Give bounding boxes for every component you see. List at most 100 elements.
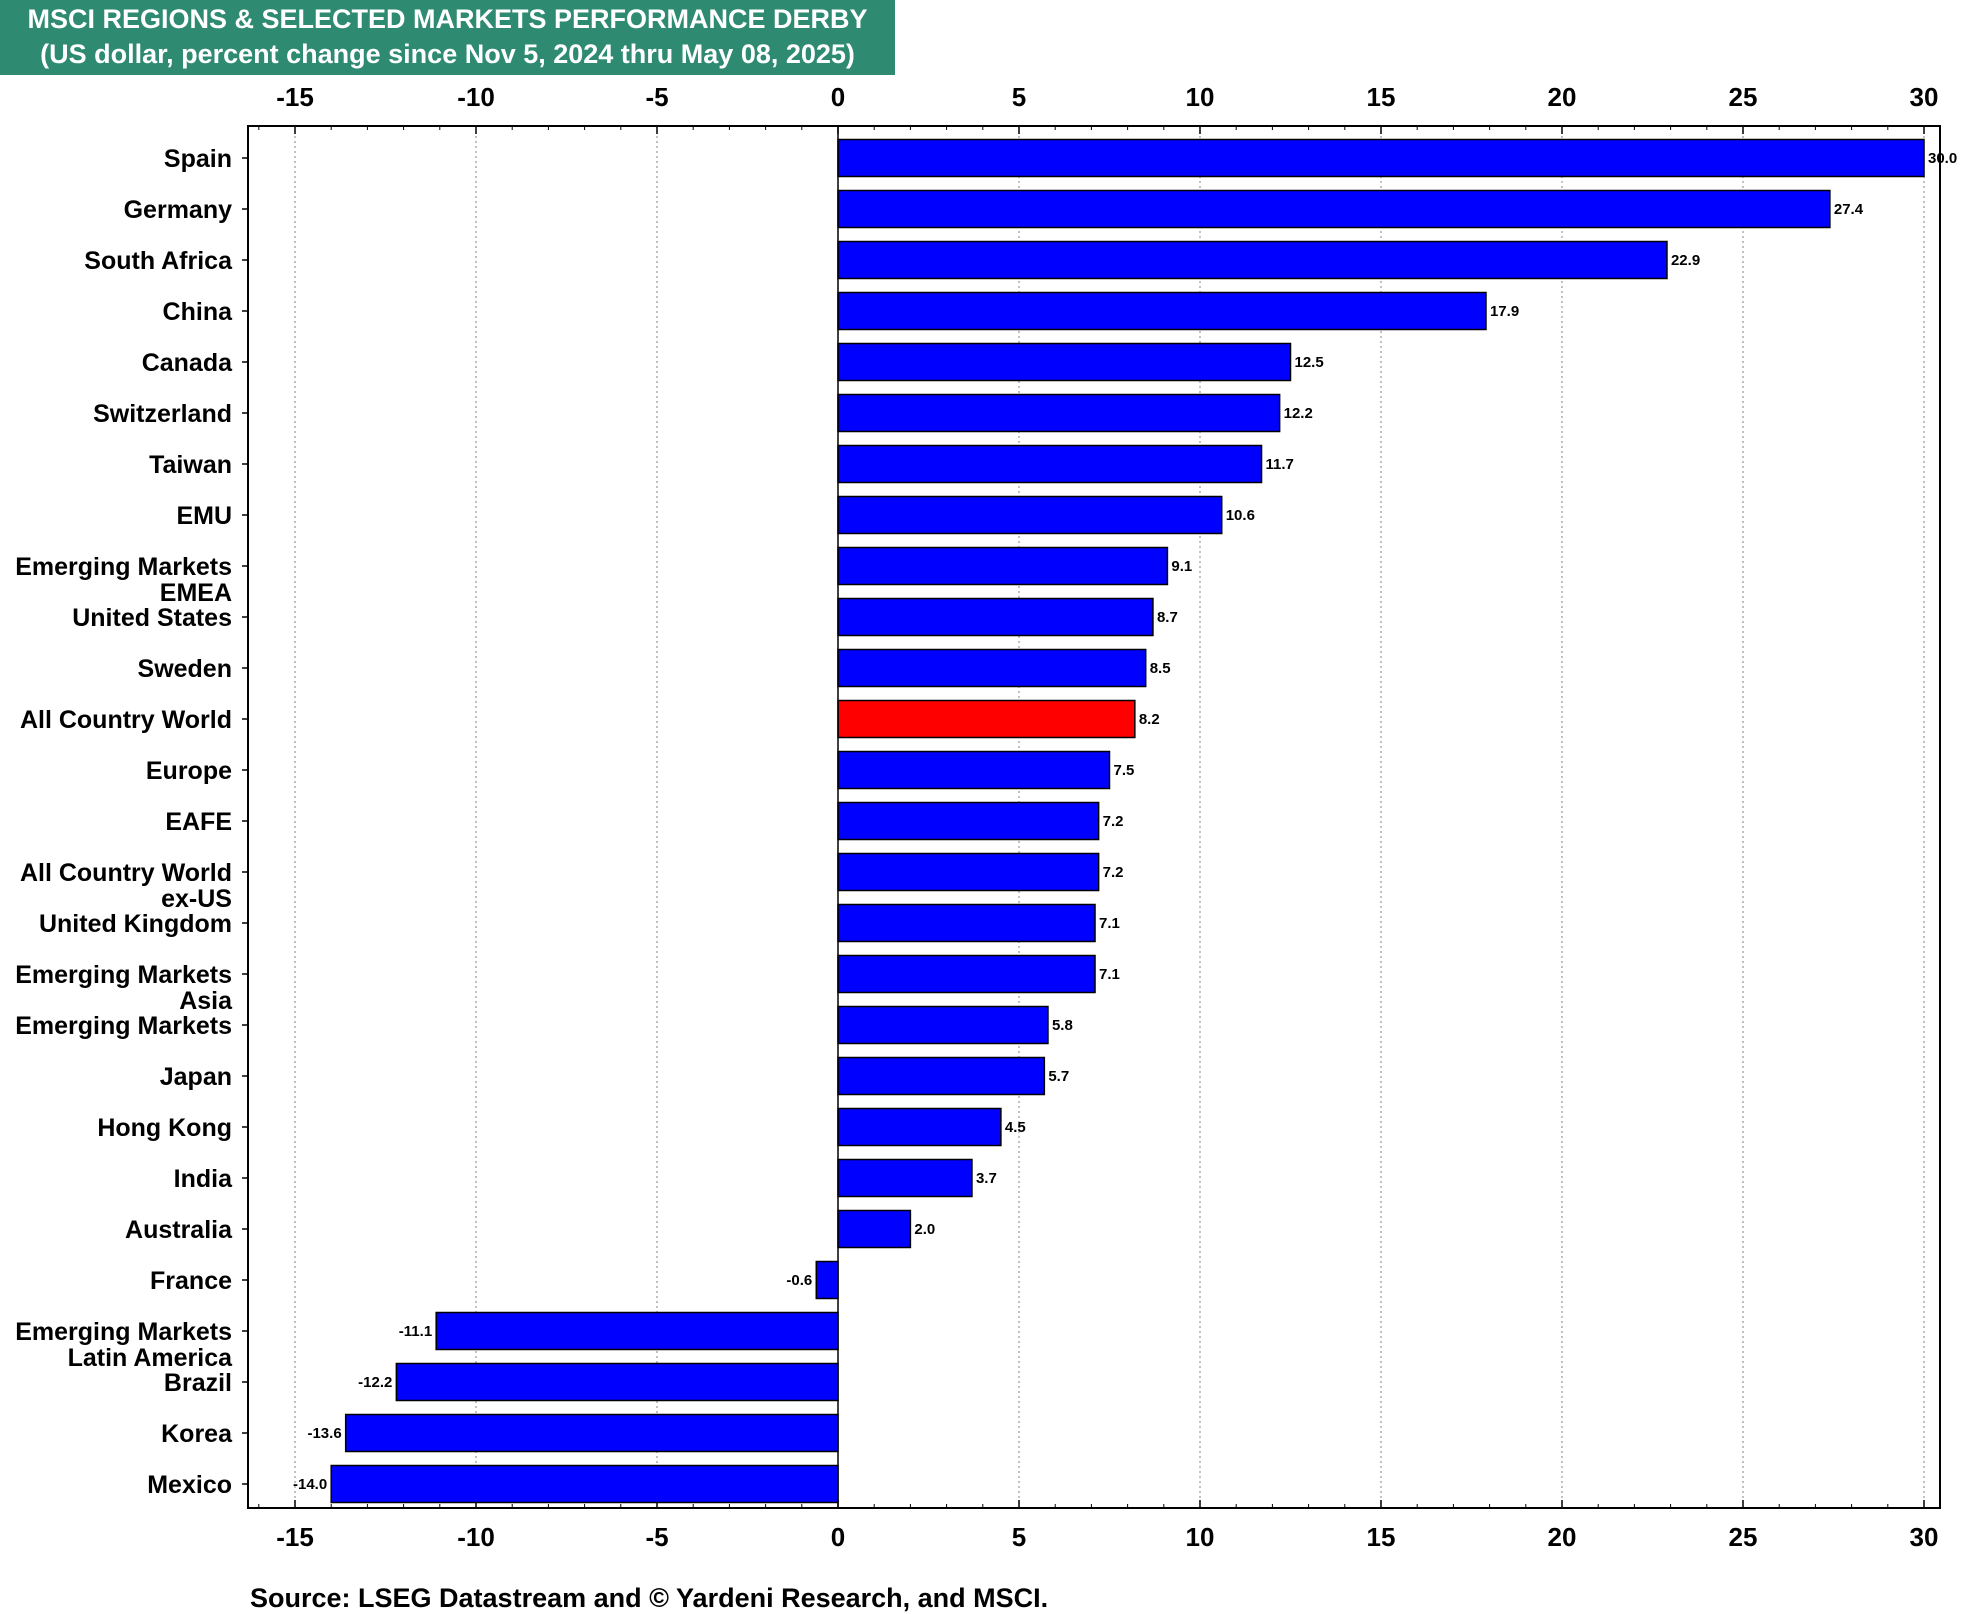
category-label: Asia bbox=[179, 987, 233, 1015]
bar bbox=[330, 1464, 839, 1504]
x-tick-label-top: -5 bbox=[645, 82, 668, 112]
x-tick-label-top: 10 bbox=[1186, 82, 1215, 112]
x-tick-label-bottom: 20 bbox=[1548, 1522, 1577, 1552]
source-note: Source: LSEG Datastream and © Yardeni Re… bbox=[250, 1583, 1049, 1613]
bar bbox=[837, 546, 1169, 586]
bar bbox=[435, 1311, 839, 1351]
bar-value-label: 12.2 bbox=[1284, 405, 1313, 422]
category-label: Latin America bbox=[68, 1344, 234, 1372]
bar bbox=[837, 342, 1292, 382]
bar bbox=[344, 1413, 839, 1453]
bar bbox=[837, 750, 1111, 790]
bar bbox=[837, 954, 1096, 994]
x-tick-label-top: -10 bbox=[457, 82, 495, 112]
bar bbox=[837, 495, 1223, 535]
category-label: China bbox=[163, 298, 234, 326]
bar bbox=[837, 393, 1281, 433]
category-label: Taiwan bbox=[149, 451, 232, 479]
category-label: ex-US bbox=[161, 885, 232, 913]
bar bbox=[837, 1107, 1002, 1147]
x-tick-label-bottom: -15 bbox=[276, 1522, 314, 1552]
category-label: Australia bbox=[125, 1216, 233, 1244]
bar-value-label: 11.7 bbox=[1266, 456, 1294, 473]
category-label: Europe bbox=[146, 757, 232, 785]
bar-value-label: -0.6 bbox=[786, 1272, 812, 1289]
bar bbox=[815, 1260, 839, 1300]
bar-value-label: 2.0 bbox=[914, 1221, 935, 1238]
x-tick-label-bottom: 5 bbox=[1012, 1522, 1026, 1552]
bar bbox=[837, 291, 1487, 331]
bar-value-label: 5.8 bbox=[1052, 1017, 1073, 1034]
bar-value-label: -12.2 bbox=[358, 1374, 392, 1391]
category-label: Spain bbox=[164, 145, 232, 173]
category-label: United Kingdom bbox=[39, 910, 232, 938]
bar-value-label: 27.4 bbox=[1834, 201, 1864, 218]
bar bbox=[837, 1158, 973, 1198]
x-tick-label-bottom: 30 bbox=[1910, 1522, 1939, 1552]
category-label: EAFE bbox=[165, 808, 232, 836]
category-label: United States bbox=[72, 604, 232, 632]
bar bbox=[837, 1056, 1046, 1096]
x-tick-label-top: 20 bbox=[1548, 82, 1577, 112]
bar-value-label: 7.1 bbox=[1099, 966, 1120, 983]
bar bbox=[837, 699, 1136, 739]
category-label: Sweden bbox=[138, 655, 232, 683]
category-label: Canada bbox=[142, 349, 233, 377]
bar-value-label: 10.6 bbox=[1226, 507, 1255, 524]
bar bbox=[837, 903, 1096, 943]
bar-value-label: 7.2 bbox=[1103, 813, 1124, 830]
category-label: All Country World bbox=[20, 859, 232, 887]
bar-value-label: 8.2 bbox=[1139, 711, 1160, 728]
bar-value-label: 12.5 bbox=[1295, 354, 1324, 371]
bar bbox=[837, 240, 1668, 280]
x-tick-label-bottom: -10 bbox=[457, 1522, 495, 1552]
category-label: Hong Kong bbox=[97, 1114, 232, 1142]
category-label: South Africa bbox=[84, 247, 233, 275]
bar-value-label: 5.7 bbox=[1048, 1068, 1069, 1085]
bar bbox=[837, 801, 1100, 841]
chart-subtitle: (US dollar, percent change since Nov 5, … bbox=[40, 39, 855, 69]
x-tick-label-bottom: -5 bbox=[645, 1522, 668, 1552]
x-tick-label-top: 25 bbox=[1729, 82, 1758, 112]
bar-value-label: 7.2 bbox=[1103, 864, 1124, 881]
bar bbox=[395, 1362, 839, 1402]
bar bbox=[837, 852, 1100, 892]
bar-value-label: 4.5 bbox=[1005, 1119, 1026, 1136]
bar-value-label: 3.7 bbox=[976, 1170, 997, 1187]
chart-title-box: MSCI REGIONS & SELECTED MARKETS PERFORMA… bbox=[0, 0, 895, 75]
x-tick-label-bottom: 10 bbox=[1186, 1522, 1215, 1552]
bar-value-label: 7.1 bbox=[1099, 915, 1120, 932]
bar bbox=[837, 648, 1147, 688]
chart-title: MSCI REGIONS & SELECTED MARKETS PERFORMA… bbox=[27, 4, 868, 34]
category-label: EMU bbox=[176, 502, 232, 530]
bar bbox=[837, 138, 1925, 178]
bar bbox=[837, 1209, 912, 1249]
category-label: France bbox=[150, 1267, 232, 1295]
bar-value-label: 8.5 bbox=[1150, 660, 1171, 677]
bar bbox=[837, 1005, 1049, 1045]
bar-value-label: 30.0 bbox=[1928, 150, 1957, 167]
bar bbox=[837, 189, 1831, 229]
bar-value-label: 17.9 bbox=[1490, 303, 1519, 320]
category-label: Korea bbox=[161, 1420, 233, 1448]
category-label: All Country World bbox=[20, 706, 232, 734]
category-label: EMEA bbox=[160, 579, 232, 607]
x-tick-label-top: 30 bbox=[1910, 82, 1939, 112]
category-label: Mexico bbox=[147, 1471, 232, 1499]
category-label: Emerging Markets bbox=[15, 1318, 232, 1346]
bar-value-label: 8.7 bbox=[1157, 609, 1178, 626]
x-tick-label-top: 15 bbox=[1367, 82, 1396, 112]
bar bbox=[837, 597, 1154, 637]
bar bbox=[837, 444, 1263, 484]
x-tick-label-top: 0 bbox=[831, 82, 845, 112]
category-label: Switzerland bbox=[93, 400, 232, 428]
x-tick-label-bottom: 15 bbox=[1367, 1522, 1396, 1552]
bar-value-label: -14.0 bbox=[293, 1476, 327, 1493]
x-tick-label-top: 5 bbox=[1012, 82, 1026, 112]
bar-value-label: 22.9 bbox=[1671, 252, 1700, 269]
category-label: Japan bbox=[160, 1063, 232, 1091]
category-label: Brazil bbox=[164, 1369, 232, 1397]
x-tick-label-top: -15 bbox=[276, 82, 314, 112]
category-label: Emerging Markets bbox=[15, 553, 232, 581]
